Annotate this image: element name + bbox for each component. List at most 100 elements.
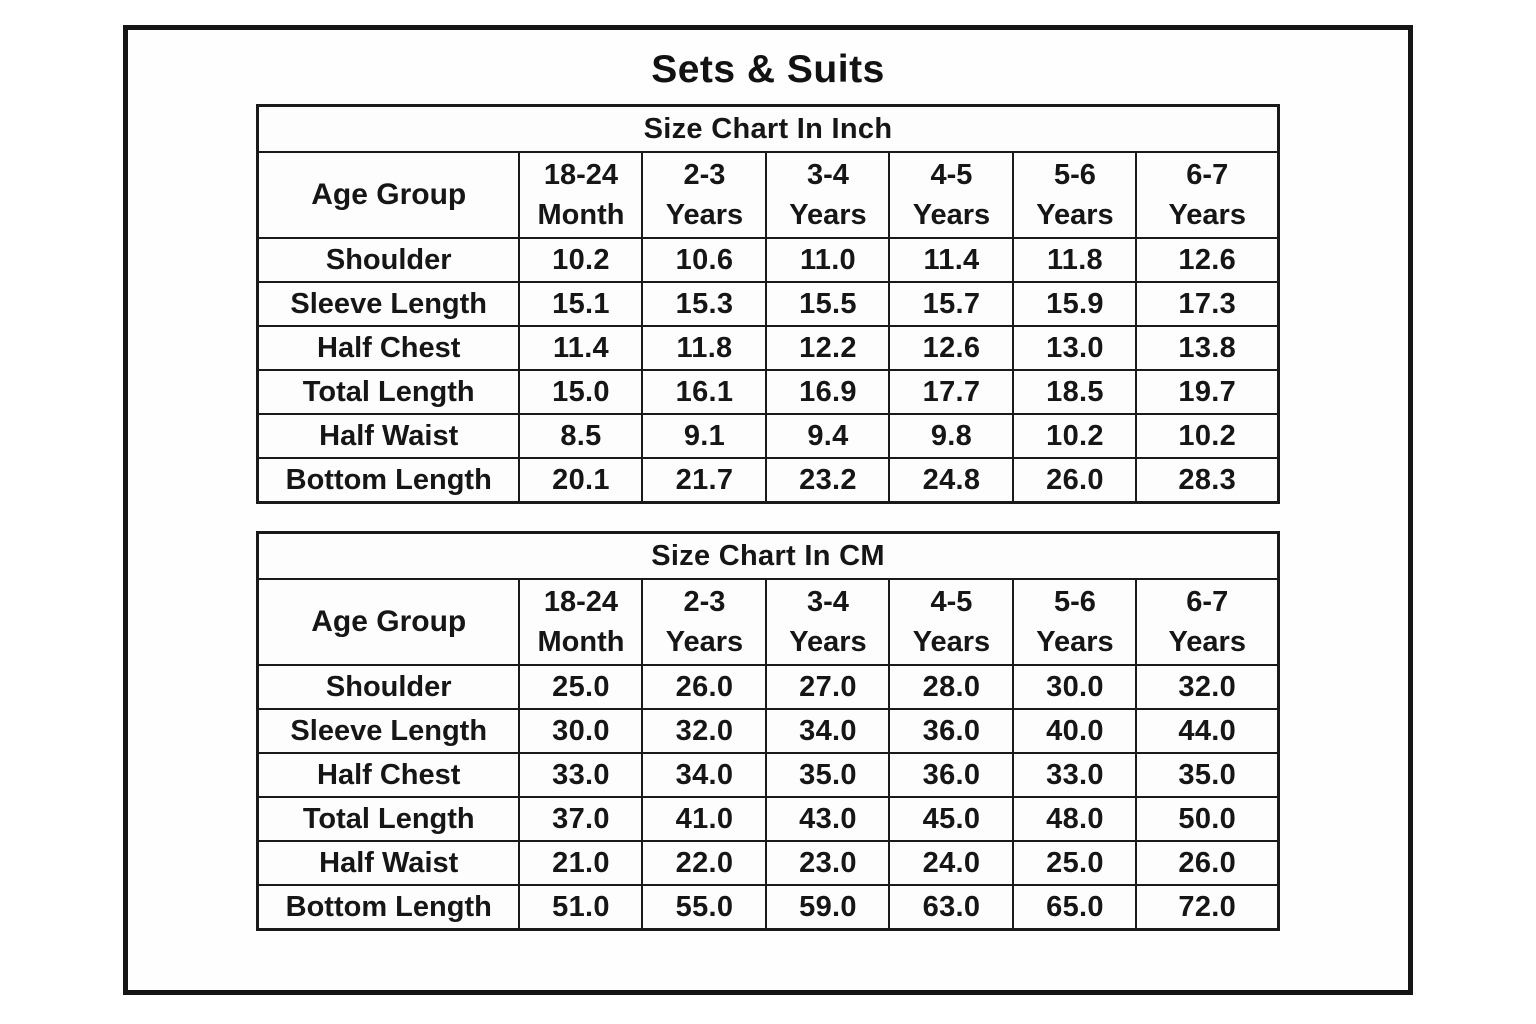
column-header-range: 3-4	[807, 158, 849, 191]
page-frame: Sets & Suits Size Chart In Inch Age Group…	[123, 25, 1413, 995]
measurement-row: Sleeve Length 30.0 32.0 34.0 36.0 40.0 44.0	[256, 708, 1280, 754]
size-value-cell: 22.0	[641, 840, 768, 886]
table-title-row: Size Chart In CM	[256, 531, 1280, 580]
column-header-unit: Month	[537, 199, 625, 231]
measurement-row: Sleeve Length 15.1 15.3 15.5 15.7 15.9 17.3	[256, 281, 1280, 327]
table-header-row: Age Group 18-24 Month 2-3 Years 3-4 Years 4-5 Ye…	[256, 578, 1280, 666]
size-value-cell: 12.2	[765, 325, 891, 371]
size-value-cell: 37.0	[518, 796, 644, 842]
size-value-cell: 24.0	[888, 840, 1015, 886]
size-value-cell: 8.5	[518, 413, 644, 459]
column-header-unit: Years	[665, 626, 744, 658]
column-header: 5-6 Years	[1012, 151, 1138, 239]
size-value-cell: 28.3	[1135, 457, 1280, 504]
size-value-cell: 51.0	[518, 884, 644, 931]
column-header-unit: Years	[1036, 626, 1114, 658]
size-value-cell: 41.0	[641, 796, 768, 842]
column-header: 5-6 Years	[1012, 578, 1138, 666]
size-value-cell: 9.8	[888, 413, 1015, 459]
size-value-cell: 16.9	[765, 369, 891, 415]
column-header: 2-3 Years	[641, 151, 768, 239]
size-value-cell: 11.0	[765, 237, 891, 283]
size-value-cell: 10.2	[518, 237, 644, 283]
size-value-cell: 32.0	[641, 708, 768, 754]
size-value-cell: 10.6	[641, 237, 768, 283]
size-value-cell: 26.0	[1135, 840, 1280, 886]
column-header-range: 4-5	[930, 585, 973, 618]
size-value-cell: 13.8	[1135, 325, 1280, 371]
size-value-cell: 10.2	[1135, 413, 1280, 459]
table-title-row: Size Chart In Inch	[256, 104, 1280, 153]
size-value-cell: 32.0	[1135, 664, 1280, 710]
column-header-range: 6-7	[1186, 585, 1229, 618]
table-header-row: Age Group 18-24 Month 2-3 Years 3-4 Years 4-5 Ye…	[256, 151, 1280, 239]
size-value-cell: 65.0	[1012, 884, 1138, 931]
size-value-cell: 12.6	[1135, 237, 1280, 283]
row-label: Sleeve Length	[256, 708, 521, 754]
size-value-cell: 15.3	[641, 281, 768, 327]
column-header-range: 2-3	[683, 585, 726, 618]
size-value-cell: 23.0	[765, 840, 891, 886]
row-label: Half Chest	[256, 325, 521, 371]
size-value-cell: 59.0	[765, 884, 891, 931]
size-value-cell: 15.5	[765, 281, 891, 327]
column-header: 2-3 Years	[641, 578, 768, 666]
column-header-unit: Years	[789, 199, 867, 231]
size-value-cell: 20.1	[518, 457, 644, 504]
size-table-inch: Size Chart In Inch Age Group 18-24 Month 2-3…	[255, 104, 1281, 504]
row-label: Half Waist	[256, 840, 521, 886]
size-value-cell: 36.0	[888, 708, 1015, 754]
column-header-range: 6-7	[1186, 158, 1229, 191]
column-header: 6-7 Years	[1135, 151, 1280, 239]
age-group-header: Age Group	[256, 151, 521, 239]
size-value-cell: 35.0	[765, 752, 891, 798]
size-value-cell: 11.4	[518, 325, 644, 371]
measurement-row: Shoulder 10.2 10.6 11.0 11.4 11.8 12.6	[256, 237, 1280, 283]
size-value-cell: 26.0	[641, 664, 768, 710]
size-value-cell: 21.7	[641, 457, 768, 504]
size-value-cell: 63.0	[888, 884, 1015, 931]
size-value-cell: 34.0	[765, 708, 891, 754]
size-value-cell: 34.0	[641, 752, 768, 798]
age-group-header: Age Group	[256, 578, 521, 666]
size-value-cell: 9.1	[641, 413, 768, 459]
row-label: Bottom Length	[256, 884, 521, 931]
size-value-cell: 18.5	[1012, 369, 1138, 415]
size-table-cm: Size Chart In CM Age Group 18-24 Month 2-3 Ye…	[255, 531, 1281, 931]
column-header-range: 18-24	[543, 158, 619, 191]
table-title: Size Chart In Inch	[256, 104, 1280, 153]
size-value-cell: 11.8	[1012, 237, 1138, 283]
size-value-cell: 10.2	[1012, 413, 1138, 459]
size-value-cell: 45.0	[888, 796, 1015, 842]
column-header: 3-4 Years	[765, 151, 891, 239]
size-value-cell: 28.0	[888, 664, 1015, 710]
column-header-unit: Years	[912, 626, 991, 658]
size-value-cell: 24.8	[888, 457, 1015, 504]
size-value-cell: 27.0	[765, 664, 891, 710]
size-value-cell: 11.4	[888, 237, 1015, 283]
column-header-range: 18-24	[543, 585, 619, 618]
size-value-cell: 48.0	[1012, 796, 1138, 842]
size-value-cell: 17.7	[888, 369, 1015, 415]
size-value-cell: 13.0	[1012, 325, 1138, 371]
measurement-row: Half Chest 11.4 11.8 12.2 12.6 13.0 13.8	[256, 325, 1280, 371]
measurement-row: Bottom Length 51.0 55.0 59.0 63.0 65.0 72.0	[256, 884, 1280, 931]
measurement-row: Half Chest 33.0 34.0 35.0 36.0 33.0 35.0	[256, 752, 1280, 798]
size-value-cell: 43.0	[765, 796, 891, 842]
row-label: Total Length	[256, 369, 521, 415]
size-value-cell: 15.1	[518, 281, 644, 327]
row-label: Half Chest	[256, 752, 521, 798]
column-header-range: 5-6	[1054, 158, 1096, 191]
measurement-row: Half Waist 21.0 22.0 23.0 24.0 25.0 26.0	[256, 840, 1280, 886]
table-title: Size Chart In CM	[256, 531, 1280, 580]
column-header-unit: Years	[1168, 199, 1246, 231]
column-header-range: 2-3	[683, 158, 726, 191]
column-header-unit: Years	[1036, 199, 1114, 231]
size-value-cell: 33.0	[1012, 752, 1138, 798]
measurement-row: Total Length 15.0 16.1 16.9 17.7 18.5 19.7	[256, 369, 1280, 415]
size-value-cell: 40.0	[1012, 708, 1138, 754]
size-value-cell: 30.0	[518, 708, 644, 754]
column-header: 6-7 Years	[1135, 578, 1280, 666]
column-header-range: 3-4	[807, 585, 849, 618]
column-header-range: 4-5	[930, 158, 973, 191]
